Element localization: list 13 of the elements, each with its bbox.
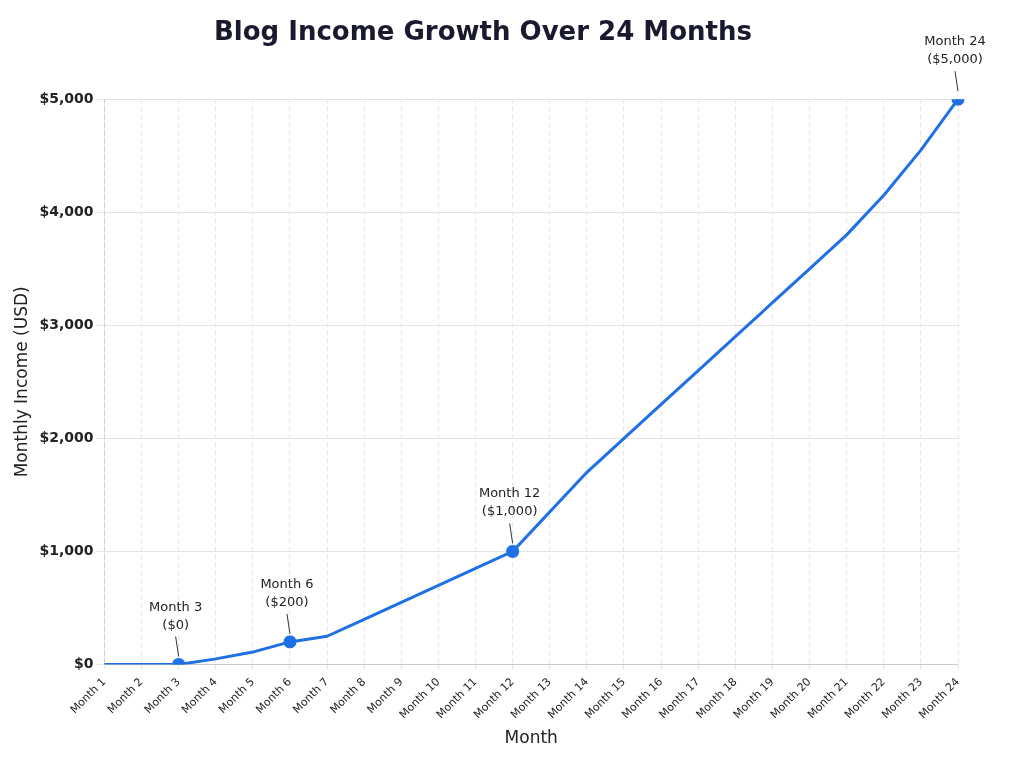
y-tick-label: $5,000 [39, 89, 94, 106]
y-tick-label: $3,000 [39, 315, 94, 332]
annotation: Month 24 ($5,000) [924, 33, 986, 67]
annotation: Month 3 ($0) [149, 598, 203, 632]
chart-title: Blog Income Growth Over 24 Months [214, 16, 752, 47]
annotation: Month 12 ($1,000) [478, 485, 541, 519]
x-axis-title: Month [504, 727, 558, 748]
y-tick-label: $4,000 [39, 202, 94, 219]
annotation: Month 6 ($200) [260, 575, 314, 609]
y-tick-label: $0 [73, 655, 94, 672]
y-axis-title: Monthly Income (USD) [10, 286, 31, 478]
y-tick-label: $1,000 [39, 542, 94, 559]
y-tick-label: $2,000 [39, 429, 94, 446]
